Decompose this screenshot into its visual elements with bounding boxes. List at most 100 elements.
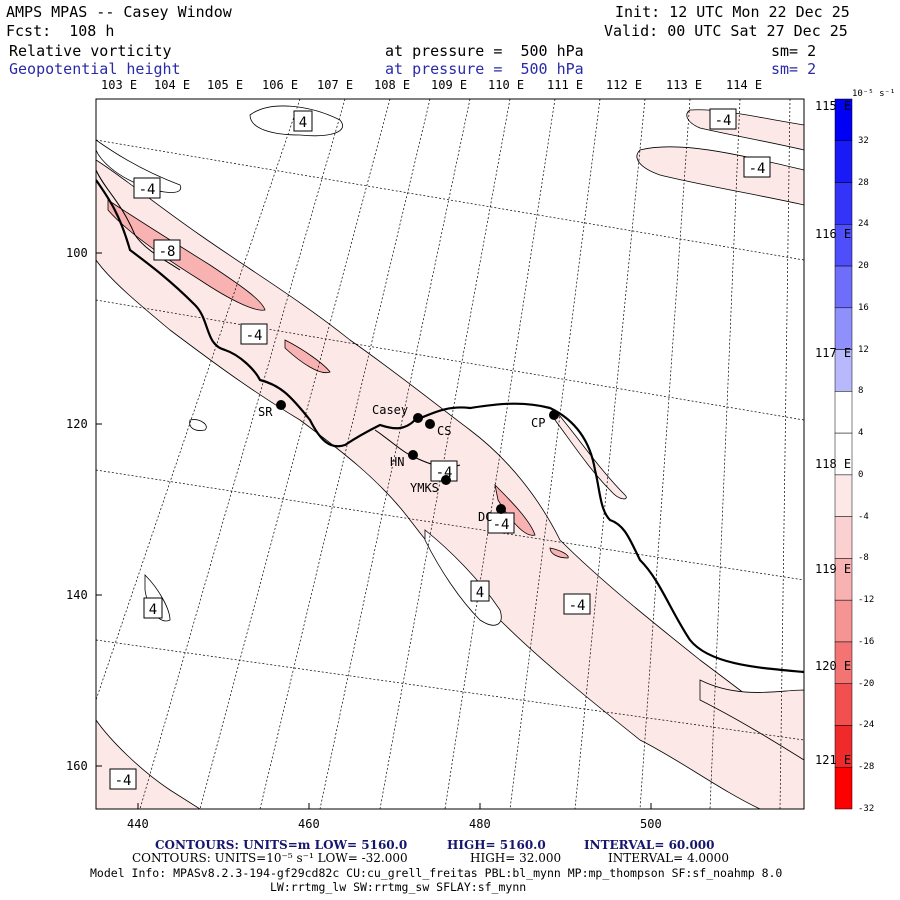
colorbar-label: 24 bbox=[858, 219, 869, 230]
colorbar-label: 12 bbox=[858, 344, 869, 355]
lon-label: 103 E bbox=[101, 78, 138, 92]
x-tick-label: 440 bbox=[127, 817, 149, 831]
contour-label: -4 bbox=[493, 517, 510, 533]
colorbar-label: 32 bbox=[858, 135, 869, 146]
contour-label: 4 bbox=[299, 115, 307, 131]
vorticity-contour-interval: INTERVAL= 4.0000 bbox=[608, 851, 729, 865]
station-label-ymks: YMKS bbox=[410, 481, 439, 495]
graticule bbox=[96, 99, 804, 809]
height-contour-info: CONTOURS: UNITS=m LOW= 5160.0 bbox=[155, 838, 408, 852]
colorbar-label: -4 bbox=[858, 511, 869, 522]
y-tick-label: 160 bbox=[66, 759, 88, 773]
contour-label: -4 bbox=[139, 182, 156, 198]
contour-label: 4 bbox=[149, 602, 157, 618]
contour-label: -4 bbox=[115, 773, 132, 789]
station-label-hn: HN bbox=[390, 455, 404, 469]
y-tick-label: 140 bbox=[66, 588, 88, 602]
station-label-cp: CP bbox=[531, 416, 545, 430]
station-marker-sr bbox=[276, 400, 286, 410]
colorbar-label: 4 bbox=[858, 428, 864, 439]
vorticity-contour-info: CONTOURS: UNITS=10⁻⁵ s⁻¹ LOW= -32.000 bbox=[132, 851, 408, 865]
contour-label: -4 bbox=[569, 598, 586, 614]
lon-label: 113 E bbox=[666, 78, 703, 92]
lon-label: 118 E bbox=[815, 457, 852, 471]
colorbar-label: -24 bbox=[858, 720, 875, 731]
colorbar-swatch bbox=[834, 182, 853, 225]
vorticity-contour-high: HIGH= 32.000 bbox=[470, 851, 562, 865]
lon-label: 117 E bbox=[815, 346, 852, 360]
lon-label: 107 E bbox=[317, 78, 354, 92]
station-label-casey: Casey bbox=[372, 403, 408, 417]
colorbar-label: -32 bbox=[858, 804, 875, 814]
valid-time: Valid: 00 UTC Sat 27 Dec 25 bbox=[604, 22, 848, 40]
colorbar-swatch bbox=[834, 599, 853, 643]
field2-level: at pressure = 500 hPa bbox=[385, 60, 584, 78]
vorticity-shading-strong bbox=[107, 199, 569, 559]
station-marker-casey bbox=[413, 413, 423, 423]
field1-name: Relative vorticity bbox=[9, 42, 172, 60]
colorbar-swatch bbox=[834, 766, 853, 810]
y-tick-label: 120 bbox=[66, 417, 88, 431]
contour-label: -4 bbox=[246, 328, 263, 344]
stations: SR Casey CS CP HN YMKS DC bbox=[258, 400, 559, 524]
colorbar-label: 8 bbox=[858, 386, 864, 397]
contour-labels: 4 -4 -4 -4 -8 -4 -4 4 -4 4 -4 -4 bbox=[109, 108, 771, 790]
colorbar-label: -28 bbox=[858, 762, 875, 773]
coastline bbox=[96, 179, 804, 674]
lon-label: 111 E bbox=[547, 78, 584, 92]
colorbar-swatch bbox=[834, 683, 853, 726]
station-marker-cs bbox=[425, 419, 435, 429]
contour-label: -4 bbox=[749, 161, 766, 177]
station-marker-dc bbox=[496, 504, 506, 514]
colorbar-swatch bbox=[834, 391, 853, 434]
lon-label: 105 E bbox=[207, 78, 244, 92]
colorbar-swatch bbox=[834, 265, 853, 309]
colorbar bbox=[834, 98, 853, 810]
lon-label: 104 E bbox=[154, 78, 191, 92]
init-time: Init: 12 UTC Mon 22 Dec 25 bbox=[615, 3, 850, 21]
station-marker-cp bbox=[549, 410, 559, 420]
colorbar-unit: 10⁻⁵ s⁻¹ bbox=[852, 89, 896, 99]
app-title: AMPS MPAS -- Casey Window bbox=[6, 3, 232, 21]
x-tick-label: 460 bbox=[298, 817, 320, 831]
field1-level: at pressure = 500 hPa bbox=[385, 42, 584, 60]
y-tick-label: 100 bbox=[66, 246, 88, 260]
lon-label: 106 E bbox=[262, 78, 299, 92]
contour-label: -4 bbox=[715, 113, 732, 129]
station-marker-ymks bbox=[441, 475, 451, 485]
field2-smoothing: sm= 2 bbox=[771, 60, 817, 78]
lon-label: 114 E bbox=[726, 78, 763, 92]
station-label-cs: CS bbox=[437, 424, 451, 438]
lon-label: 115 E bbox=[815, 99, 852, 113]
contour-label: -8 bbox=[159, 244, 176, 260]
lon-label: 121 E bbox=[815, 753, 852, 767]
height-contour-interval: INTERVAL= 60.000 bbox=[584, 838, 715, 852]
station-label-dc: DC bbox=[478, 510, 492, 524]
lon-label: 112 E bbox=[606, 78, 643, 92]
lon-label: 109 E bbox=[431, 78, 468, 92]
field2-name: Geopotential height bbox=[9, 60, 181, 78]
colorbar-swatch bbox=[834, 140, 853, 183]
x-tick-label: 480 bbox=[469, 817, 491, 831]
lon-label: 116 E bbox=[815, 227, 852, 241]
model-info-radiation: LW:rrtmg_lw SW:rrtmg_sw SFLAY:sf_mynn bbox=[270, 880, 527, 894]
field1-smoothing: sm= 2 bbox=[771, 42, 817, 60]
colorbar-swatch bbox=[834, 474, 853, 517]
height-contour-high: HIGH= 5160.0 bbox=[447, 838, 546, 852]
lon-label: 119 E bbox=[815, 562, 852, 576]
lon-label: 120 E bbox=[815, 659, 852, 673]
colorbar-label: -20 bbox=[858, 678, 875, 689]
model-info: Model Info: MPASv8.2.3-194-gf29cd82c CU:… bbox=[90, 866, 783, 880]
axis-ticks bbox=[96, 252, 652, 809]
colorbar-label: 0 bbox=[858, 469, 864, 480]
station-label-sr: SR bbox=[258, 405, 273, 419]
x-tick-label: 500 bbox=[640, 817, 662, 831]
colorbar-label: 20 bbox=[858, 261, 869, 272]
lon-label: 110 E bbox=[488, 78, 525, 92]
forecast-hour: Fcst: 108 h bbox=[6, 22, 115, 40]
colorbar-swatch bbox=[834, 516, 853, 559]
lon-label: 108 E bbox=[374, 78, 411, 92]
colorbar-label: -8 bbox=[858, 553, 869, 564]
colorbar-label: 28 bbox=[858, 177, 869, 188]
contour-label: 4 bbox=[476, 585, 484, 601]
